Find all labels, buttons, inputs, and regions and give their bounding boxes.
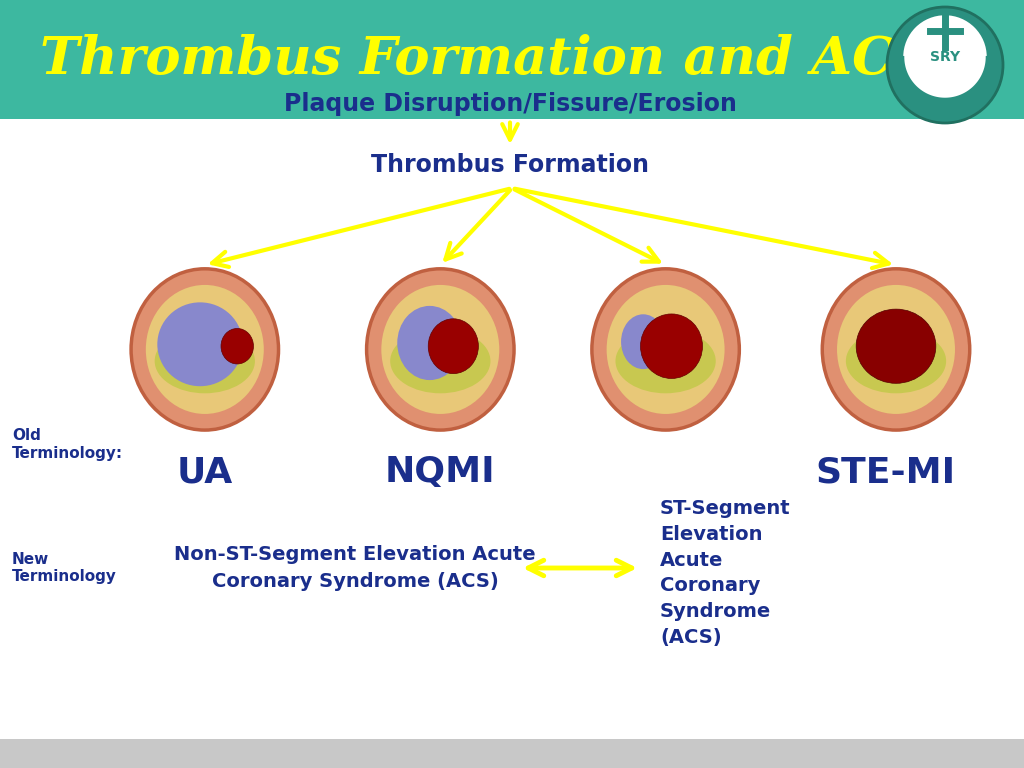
Text: UA: UA <box>177 455 232 489</box>
Ellipse shape <box>221 329 254 364</box>
Text: Plaque Disruption/Fissure/Erosion: Plaque Disruption/Fissure/Erosion <box>284 91 736 116</box>
Circle shape <box>887 7 1002 123</box>
Bar <box>0 739 1024 768</box>
Ellipse shape <box>622 314 666 369</box>
Text: SRY: SRY <box>930 50 961 64</box>
Ellipse shape <box>822 269 970 430</box>
Ellipse shape <box>367 269 514 430</box>
Ellipse shape <box>397 306 462 380</box>
Text: 河南省人民医院: 河南省人民医院 <box>930 84 959 91</box>
Text: NQMI: NQMI <box>385 455 496 489</box>
Ellipse shape <box>381 285 500 414</box>
Text: Non-ST-Segment Elevation Acute
Coronary Syndrome (ACS): Non-ST-Segment Elevation Acute Coronary … <box>174 545 536 591</box>
Ellipse shape <box>592 269 739 430</box>
Text: Thrombus Formation: Thrombus Formation <box>371 153 649 177</box>
Text: Old
Terminology:: Old Terminology: <box>12 428 123 461</box>
Ellipse shape <box>606 285 725 414</box>
Ellipse shape <box>837 285 955 414</box>
Text: STE-MI: STE-MI <box>816 455 955 489</box>
Ellipse shape <box>846 329 946 393</box>
Ellipse shape <box>856 309 936 383</box>
Text: Thrombus Formation and ACS: Thrombus Formation and ACS <box>40 34 932 85</box>
Ellipse shape <box>615 329 716 393</box>
Bar <box>0 0 1024 119</box>
Ellipse shape <box>428 319 478 373</box>
Ellipse shape <box>641 314 702 379</box>
Circle shape <box>903 15 987 99</box>
Ellipse shape <box>145 285 264 414</box>
Text: ST-Segment
Elevation
Acute
Coronary
Syndrome
(ACS): ST-Segment Elevation Acute Coronary Synd… <box>660 499 791 647</box>
Text: New
Terminology: New Terminology <box>12 551 117 584</box>
Ellipse shape <box>131 269 279 430</box>
Ellipse shape <box>155 329 255 393</box>
Ellipse shape <box>390 329 490 393</box>
Ellipse shape <box>158 303 243 386</box>
